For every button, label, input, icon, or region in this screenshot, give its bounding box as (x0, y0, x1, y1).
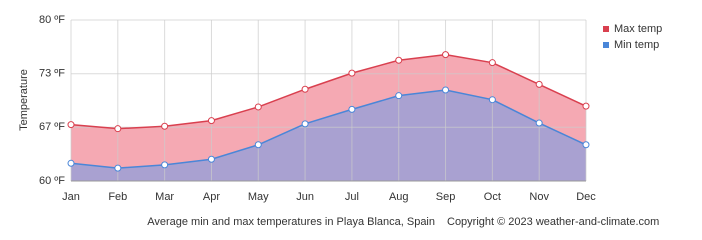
x-tick-label: Jan (62, 191, 80, 203)
area-fill (71, 90, 586, 181)
point (67, 159, 75, 167)
point (161, 122, 169, 130)
x-tick-label: Aug (389, 191, 409, 203)
x-tick-label: Feb (108, 191, 127, 203)
caption: Average min and max temperatures in Play… (147, 216, 435, 228)
point (254, 103, 262, 111)
y-tick-label: 67 ºF (39, 121, 65, 133)
x-tick-label: Nov (529, 191, 549, 203)
point (488, 59, 496, 67)
legend-label: Min temp (614, 39, 659, 51)
point (535, 119, 543, 127)
point (442, 51, 450, 59)
point (395, 92, 403, 100)
line (70, 89, 587, 169)
point (582, 141, 590, 149)
x-tick-label: Sep (436, 191, 456, 203)
point (348, 105, 356, 113)
y-axis-label: Temperature (18, 69, 30, 131)
point (67, 121, 75, 129)
x-tick-label: Apr (203, 191, 220, 203)
legend-label: Max temp (614, 23, 662, 35)
x-tick-label: Jul (345, 191, 359, 203)
point (301, 120, 309, 128)
chart: Temperature Average min and max temperat… (18, 14, 662, 228)
point (114, 125, 122, 133)
y-tick-label: 60 ºF (39, 175, 65, 187)
point (254, 141, 262, 149)
x-tick-label: Oct (484, 191, 501, 203)
x-tick-label: Mar (155, 191, 174, 203)
point (535, 80, 543, 88)
point (582, 102, 590, 110)
x-tick-label: Dec (576, 191, 596, 203)
point (207, 117, 215, 125)
legend-swatch (603, 42, 609, 48)
line (70, 53, 587, 130)
copyright: Copyright © 2023 weather-and-climate.com (447, 216, 659, 228)
y-tick-label: 80 ºF (39, 14, 65, 26)
point (207, 155, 215, 163)
point (114, 164, 122, 172)
x-tick-label: May (248, 191, 269, 203)
point (442, 86, 450, 94)
legend-swatch (603, 26, 609, 32)
point (301, 85, 309, 93)
x-tick-label: Jun (296, 191, 314, 203)
y-tick-label: 73 ºF (39, 68, 65, 80)
point (161, 161, 169, 169)
point (348, 69, 356, 77)
point (488, 96, 496, 104)
point (395, 56, 403, 64)
